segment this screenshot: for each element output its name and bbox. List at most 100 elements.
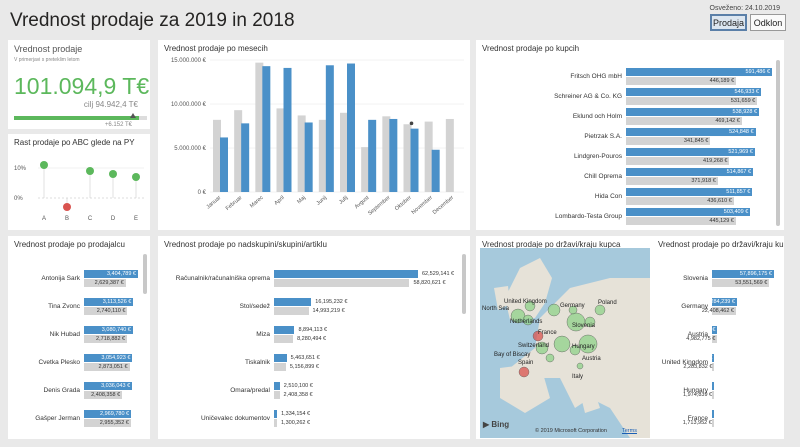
bar-current: [712, 298, 737, 306]
map-bubble: [522, 314, 534, 326]
customer-title: Vrednost prodaje po kupcih: [482, 44, 580, 53]
value-previous: 4,982,775 €: [686, 336, 716, 342]
map-label: North Sea: [482, 306, 510, 312]
kpi-card[interactable]: Vrednost prodaje V primerjavi s pretekli…: [8, 40, 150, 129]
value-previous: 341,845 €: [683, 138, 709, 144]
bar-previous: [84, 335, 128, 343]
month-x-tick: Maj: [296, 195, 307, 205]
bar-current: [274, 410, 278, 418]
kpi-title: Vrednost prodaje: [14, 44, 83, 54]
map-bubble: [532, 330, 544, 342]
bar-previous: [626, 157, 730, 165]
row-label: Stol/sedež: [239, 303, 270, 310]
target-marker-icon: [130, 113, 136, 118]
abc-x-tick: C: [88, 216, 93, 222]
refresh-timestamp: Osveženo: 24.10.2019: [709, 5, 780, 12]
salesperson-scrollbar[interactable]: [143, 254, 147, 294]
kpi-value: 101.094,9 T€: [14, 73, 150, 99]
month-y-tick: 15.000.000 €: [171, 58, 207, 64]
bar-current: [84, 326, 133, 334]
group-scrollbar[interactable]: [462, 254, 466, 314]
map-bubble: [535, 341, 549, 355]
monthly-title: Vrednost prodaje po mesecih: [164, 44, 268, 53]
month-y-tick: 5.000.000 €: [174, 146, 206, 152]
month-bar-cur: [241, 123, 250, 192]
country-chart[interactable]: Vrednost prodaje po državi/kraju ku... S…: [652, 236, 784, 439]
bar-current: [84, 410, 132, 418]
abc-growth-chart[interactable]: Rast prodaje po ABC glede na PY 10% 0% A B C…: [8, 134, 150, 230]
row-label: France: [687, 415, 708, 422]
month-x-tick: December: [432, 195, 455, 216]
bar-current: [84, 298, 134, 306]
bar-current: [712, 326, 718, 334]
map-bubble: [545, 353, 555, 363]
month-bar-cur: [368, 119, 377, 192]
month-bar-cur: [283, 67, 292, 192]
bar-previous: [626, 137, 711, 145]
bar-current: [626, 88, 761, 96]
map-label: Spain: [518, 360, 534, 366]
kpi-diff: +6.152 T€: [104, 122, 132, 128]
sales-button[interactable]: Prodaja: [710, 14, 747, 31]
row-label: Omara/predal: [230, 387, 270, 394]
deviation-button[interactable]: Odklon: [750, 14, 786, 31]
page-title: Vrednost prodaje za 2019 in 2018: [10, 10, 295, 31]
bar-current: [626, 108, 760, 116]
map-copyright: © 2019 Microsoft Corporation: [535, 428, 607, 434]
value-previous: 2,629,387 €: [94, 280, 124, 286]
map-label: Slovenia: [572, 323, 596, 329]
customer-scrollbar[interactable]: [776, 60, 780, 226]
map-terms-link[interactable]: Terms: [622, 428, 637, 434]
bar-current: [274, 326, 295, 334]
month-x-tick: Junij: [316, 195, 329, 207]
value-current: 8,894,113 €: [298, 327, 328, 333]
abc-x-tick: A: [42, 216, 46, 222]
bar-previous: [274, 419, 277, 427]
month-bar-prev: [213, 119, 221, 192]
monthly-sales-chart[interactable]: Vrednost prodaje po mesecih 15.000.000 €…: [158, 40, 470, 230]
value-current: 3,080,740 €: [101, 327, 131, 333]
month-forecast-dot: [409, 121, 414, 126]
bar-current: [626, 148, 755, 156]
map-bubble: [553, 335, 571, 353]
value-previous: 1,713,952 €: [682, 420, 712, 426]
value-previous: 2,408,358 €: [91, 392, 121, 398]
bar-previous: [626, 197, 734, 205]
map-bubble: [518, 366, 530, 378]
row-label: Pietrzak S.A.: [584, 133, 622, 140]
month-bar-cur: [347, 63, 355, 192]
bar-previous: [274, 391, 280, 399]
product-group-chart[interactable]: Vrednost prodaje po nadskupini/skupini/a…: [158, 236, 470, 439]
row-label: Lindgren-Pouros: [573, 153, 622, 160]
kpi-target: cilj 94.942,4 T€: [83, 100, 138, 109]
bar-current: [274, 354, 287, 362]
value-previous: 1,974,839 €: [683, 392, 713, 398]
value-previous: 58,820,621 €: [413, 280, 446, 286]
row-label: Miza: [256, 331, 270, 338]
abc-dot: [86, 167, 94, 175]
salesperson-chart[interactable]: Vrednost prodaje po prodajalcu Antonija …: [8, 236, 150, 439]
value-previous: 2,955,352 €: [99, 420, 129, 426]
month-bar-prev: [445, 118, 454, 192]
map-label: Hungary: [572, 344, 595, 350]
value-current: 2,969,780 €: [100, 411, 130, 417]
map-bubble: [584, 316, 596, 328]
bar-previous: [274, 335, 294, 343]
month-x-tick: April: [273, 195, 285, 207]
map-bubble: [569, 344, 581, 356]
value-current: 5,463,651 €: [290, 355, 320, 361]
row-label: Eklund och Holm: [572, 113, 622, 120]
abc-dot: [132, 173, 140, 181]
bar-previous: [84, 279, 126, 287]
value-previous: 8,280,494 €: [297, 336, 327, 342]
europe-map[interactable]: United Kingdom Netherlands Germany Poland Fr…: [480, 248, 650, 438]
customer-sales-chart[interactable]: Vrednost prodaje po kupcih Fritsch OHG m…: [476, 40, 784, 230]
month-bar-prev: [318, 119, 327, 192]
bar-previous: [274, 307, 309, 315]
map-label: Germany: [560, 303, 585, 309]
row-label: Germany: [681, 303, 708, 310]
abc-plot: 10% 0% A B C D E: [14, 161, 144, 222]
bar-previous: [84, 363, 130, 371]
map-label: United Kingdom: [504, 299, 547, 305]
abc-y-tick: 10%: [14, 166, 27, 172]
